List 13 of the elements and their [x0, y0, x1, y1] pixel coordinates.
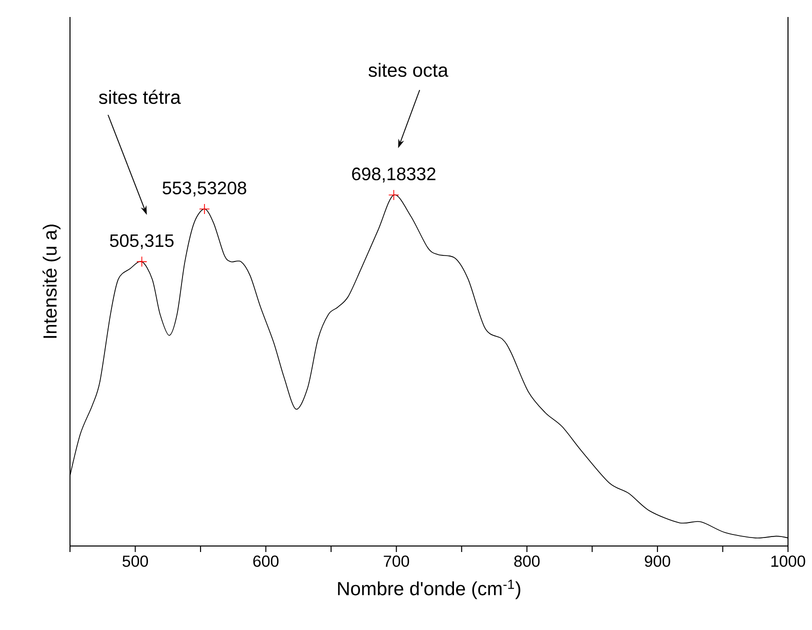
x-tick-label: 700: [384, 556, 410, 567]
x-tick-label: 600: [253, 556, 279, 567]
x-tick-label: 800: [514, 556, 540, 567]
text: sites octa: [368, 62, 448, 77]
annotation: 553,53208: [162, 182, 246, 196]
annotation: 505,315: [110, 234, 174, 250]
x-tick-label: 500: [122, 556, 148, 567]
x-axis-title: Nombre d'onde (cm$^{-1}$): [338, 580, 520, 600]
x-tick-label: 900: [644, 556, 670, 567]
y-axis-title: Intensité (u a): [42, 224, 60, 338]
x-tick-label: 1000: [771, 556, 806, 567]
annotation: 698,18332: [352, 168, 436, 182]
text: sites tétra: [99, 90, 181, 104]
